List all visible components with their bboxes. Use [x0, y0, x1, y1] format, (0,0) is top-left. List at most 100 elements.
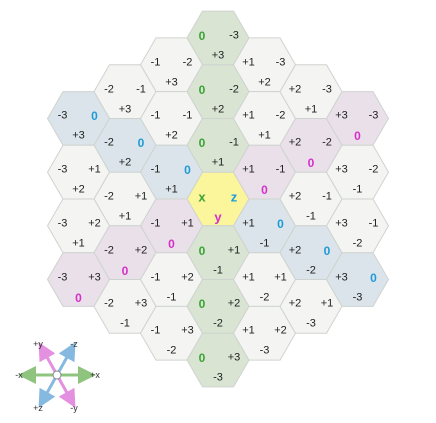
hex-y-value: 0 [121, 263, 129, 278]
hex-z-value: +1 [134, 190, 148, 203]
hex-x-value: +1 [242, 217, 255, 230]
hex-z-value: +2 [227, 297, 241, 310]
hex-z-value: -2 [182, 56, 193, 69]
hex-z-value: 0 [137, 136, 145, 151]
hex-x-value: -2 [104, 136, 114, 149]
hex-y-value: +3 [72, 129, 85, 142]
hex-x-value: +1 [242, 271, 255, 284]
hex-x-value: +1 [242, 56, 255, 69]
hex-y-value: 0 [307, 156, 315, 171]
hex-z-value: +3 [88, 271, 101, 284]
hex-x-value: -3 [57, 217, 68, 230]
hex-z-value: -2 [322, 136, 332, 149]
hex-z-value: +2 [88, 217, 101, 230]
hex-x-value: -3 [57, 163, 68, 176]
hex-y-value: -2 [259, 291, 270, 304]
hex-y-value: +1 [165, 183, 178, 196]
hex-x-value: +1 [242, 163, 255, 176]
hex-x-value: 0 [198, 243, 206, 258]
hex-x-value: +1 [242, 324, 255, 337]
hex-x-value: 0 [198, 28, 206, 43]
hex-x-value: +3 [335, 271, 348, 284]
hex-y-value: -1 [120, 317, 130, 330]
hex-x-value: -1 [150, 217, 161, 230]
hex-x-value: -3 [57, 109, 68, 122]
hex-z-value: +1 [320, 297, 334, 310]
legend-minus-y-label: -y [70, 403, 78, 413]
hex-y-value: +2 [72, 183, 85, 196]
hex-y-value: -3 [306, 317, 316, 330]
hex-z-value: -1 [229, 136, 239, 149]
hex-z-value: -2 [368, 163, 379, 176]
hex-x-value: -1 [150, 324, 161, 337]
hex-x-value: 0 [198, 136, 206, 151]
hex-y-value: +1 [211, 156, 225, 169]
hex-x-value: -1 [150, 56, 161, 69]
hex-y-value: -1 [213, 264, 223, 277]
hex-x-value: +2 [288, 136, 302, 149]
hex-x-value: +3 [335, 163, 348, 176]
hex-z-value: +1 [227, 244, 241, 257]
hex-z-value: -3 [229, 29, 239, 42]
hex-z-value: z [230, 189, 238, 205]
hex-y-value: -3 [352, 291, 363, 304]
hex-x-value: 0 [198, 82, 206, 97]
hex-y-value: -1 [166, 291, 177, 304]
legend-plus-y-label: +y [33, 339, 43, 349]
hex-x-value: +1 [242, 109, 255, 122]
hex-z-value: 0 [277, 216, 284, 231]
hex-x-value: -1 [150, 271, 161, 284]
hex-z-value: -2 [229, 83, 239, 96]
hex-z-value: -1 [136, 83, 146, 96]
hex-y-value: y [214, 209, 222, 225]
hex-y-value: +1 [258, 129, 271, 142]
hex-z-value: +1 [181, 217, 194, 230]
hex-y-value: +2 [165, 129, 178, 142]
axis-legend-arrows [18, 342, 96, 408]
hex-z-value: 0 [184, 163, 191, 178]
hex-z-value: +2 [134, 244, 148, 257]
legend-y-arrow-up [38, 342, 59, 376]
hex-x-value: -2 [104, 244, 114, 257]
hex-y-value: -2 [213, 317, 223, 330]
hex-y-value: -1 [352, 183, 363, 196]
hex-y-value: -3 [259, 344, 270, 357]
hex-y-value: -1 [306, 210, 316, 223]
hex-y-value: -1 [259, 237, 270, 250]
legend-plus-x-label: +x [90, 370, 100, 380]
hex-z-value: -1 [368, 217, 379, 230]
hex-z-value: +1 [88, 163, 101, 176]
hex-x-value: +2 [288, 244, 302, 257]
hex-cell [325, 252, 390, 307]
legend-y-arrow-down [55, 374, 76, 408]
hex-y-value: -2 [352, 237, 363, 250]
hex-x-value: 0 [198, 351, 206, 366]
hex-y-value: -2 [306, 264, 316, 277]
hex-y-value: +3 [118, 103, 132, 116]
hex-y-value: +2 [258, 76, 271, 89]
hex-x-value: 0 [198, 297, 206, 312]
axis-legend: +y -z -x +x +z -y [12, 339, 102, 415]
hex-y-value: -3 [213, 371, 223, 384]
legend-origin [52, 370, 62, 380]
hex-x-value: -1 [150, 109, 161, 122]
hex-y-value: +3 [211, 49, 225, 62]
hex-z-value: -3 [322, 83, 332, 96]
hex-z-value: -1 [275, 163, 286, 176]
hex-y-value: +1 [304, 103, 318, 116]
legend-minus-z-label: -z [70, 339, 78, 349]
hex-z-value: +1 [274, 271, 287, 284]
hex-z-value: +3 [227, 351, 241, 364]
hex-x-value: x [198, 189, 206, 205]
hex-y-value: -2 [166, 344, 177, 357]
hex-y-value: +3 [165, 76, 178, 89]
hex-y-value: +1 [118, 210, 132, 223]
hex-z-value: +3 [134, 297, 148, 310]
legend-z-arrow-up [55, 342, 76, 376]
hex-x-value: -2 [104, 83, 114, 96]
hex-z-value: +2 [274, 324, 287, 337]
hex-z-value: +2 [181, 271, 194, 284]
hex-x-value: +2 [288, 83, 302, 96]
